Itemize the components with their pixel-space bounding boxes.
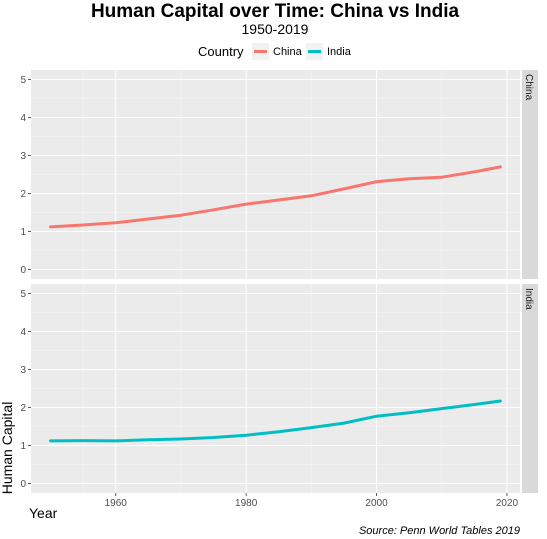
series-line-india [49, 399, 502, 443]
panel-india: 0 1 2 3 4 5 India 1960 1980 2000 2020 [20, 284, 538, 509]
y-axis-title: Human Capital [0, 402, 15, 495]
chart-subtitle: 1950-2019 [242, 21, 309, 37]
y-tick-label: 1 [20, 227, 26, 238]
chart-caption: Source: Penn World Tables 2019 [359, 525, 520, 537]
panel-china: 0 1 2 3 4 5 China [20, 70, 538, 279]
y-tick-label: 3 [20, 151, 26, 162]
x-tick-label: 1960 [105, 498, 128, 509]
y-tick-label: 4 [20, 327, 26, 338]
y-tick-label: 2 [20, 189, 26, 200]
series-line-china [49, 165, 502, 229]
legend-label-china: China [273, 46, 303, 58]
strip-india [522, 284, 538, 493]
y-tick-label: 2 [20, 403, 26, 414]
x-tick-label: 2000 [365, 498, 388, 509]
strip-label-china: China [523, 74, 534, 101]
chart-title: Human Capital over Time: China vs India [91, 1, 460, 22]
y-tick-label: 5 [20, 289, 26, 300]
strip-label-india: India [523, 288, 534, 310]
y-tick-label: 3 [20, 365, 26, 376]
y-tick-label: 0 [20, 265, 26, 276]
facet-panels: 0 1 2 3 4 5 China 0 1 2 3 4 5 India 1960 1980 2000 2020 [20, 70, 538, 509]
x-tick-label: 1980 [235, 498, 258, 509]
y-tick-label: 4 [20, 113, 26, 124]
y-tick-label: 5 [20, 75, 26, 86]
x-axis-title: Year [29, 505, 58, 521]
legend-label-india: India [327, 46, 352, 58]
y-tick-label: 1 [20, 441, 26, 452]
legend-title: Country [198, 44, 244, 59]
y-tick-label: 0 [20, 479, 26, 490]
legend: Country China India [198, 43, 352, 60]
x-tick-label: 2020 [496, 498, 519, 509]
strip-china [522, 70, 538, 279]
